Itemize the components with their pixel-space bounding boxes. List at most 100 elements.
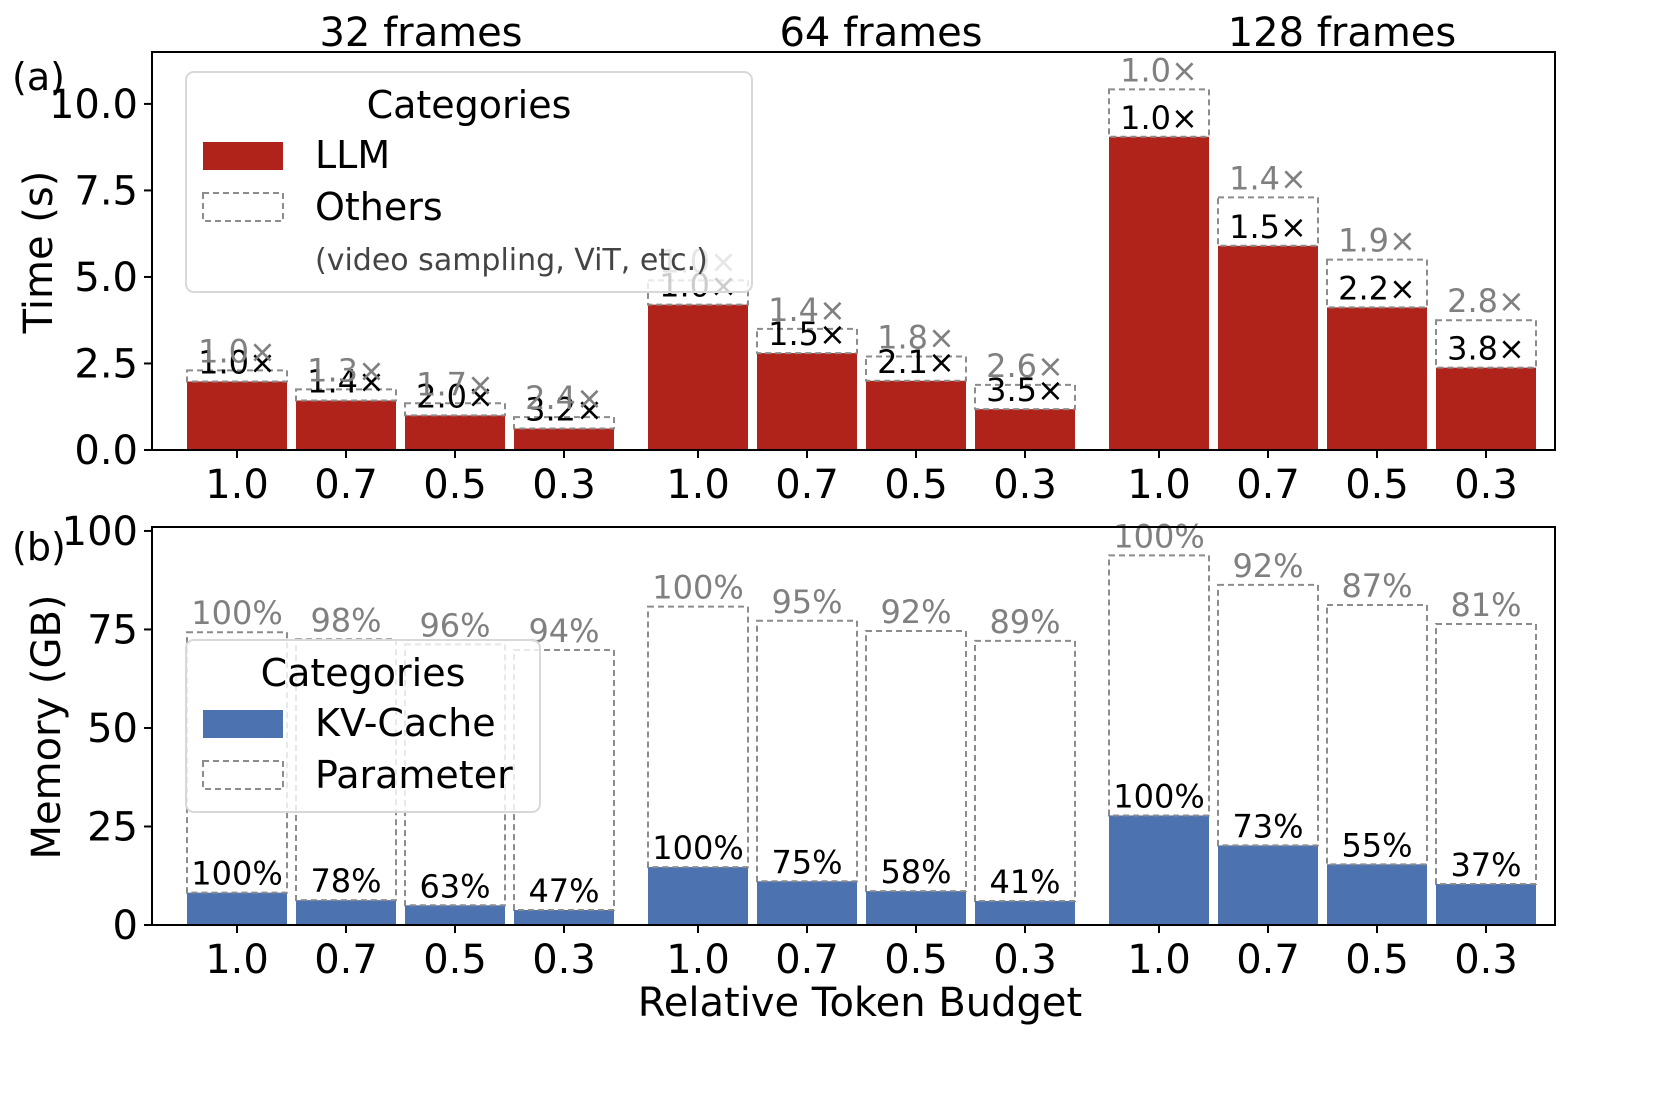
panel-b-g2-b3-others-bar [1435, 622, 1537, 886]
panel-a-g1-b3-bar [975, 409, 1075, 450]
panel-a-ytick-label-2: 5.0 [74, 255, 138, 301]
legend-a-note: (video sampling, ViT, etc.) [315, 243, 708, 278]
panel-b-ytick-label-3: 75 [87, 607, 138, 653]
panel-b-g1-b3-bar [975, 900, 1075, 925]
panel-b-g0-b3-bar [514, 910, 614, 925]
panel-b-xlabel: Relative Token Budget [638, 980, 1082, 1026]
panel-b-g0-b2-xtick-label: 0.5 [423, 937, 487, 983]
panel-b-g2-b1-outer-label: 92% [1232, 547, 1303, 585]
panel-b-g1-b0-xtick-label: 1.0 [666, 937, 730, 983]
panel-b-g0-b0-inner-label: 100% [191, 855, 282, 893]
panel-a-g2-b2-bar [1327, 307, 1427, 450]
panel-a-g0-b3-outer-label: 2.4× [525, 379, 603, 417]
legend-a-entry-llm: LLM [315, 133, 390, 177]
panel-b-g2-b0-others-bar [1108, 554, 1210, 817]
panel-b-ylabel: Memory (GB) [24, 594, 70, 859]
legend-b-entry-param: Parameter [315, 753, 513, 797]
panel-b-g2-b0-inner-label: 100% [1113, 777, 1204, 815]
panel-b-g1-b2-others-bar [865, 630, 967, 893]
panel-a-g2-b2-others-bar [1326, 258, 1428, 309]
panel-a-g1-b2-xtick-label: 0.5 [884, 462, 948, 508]
panel-b-g1-b3-outer-label: 89% [989, 603, 1060, 641]
panel-b-g0-b3-inner-label: 47% [528, 872, 599, 910]
panel-b-ytick-label-2: 50 [87, 706, 138, 752]
panel-b-g0-b1-bar [296, 900, 396, 925]
panel-a-g0-b2-inner-label: 2.0× [416, 377, 494, 415]
panel-b-g1-b1-xtick-label: 0.7 [775, 937, 839, 983]
axes-layer: 1.0 0.7 0.5 0.3 1.0 0.7 0.5 0.3 1.0 0.7 0.5 0.3 0.0 2… [49, 51, 1556, 983]
panel-b-g2-b2-outer-label: 87% [1341, 567, 1412, 605]
panel-b-g2-b2-bar [1327, 864, 1427, 925]
panel-b-ytick-label-0: 0 [113, 903, 138, 949]
legend-a-frame [185, 71, 753, 293]
panel-a-g0-b1-xtick-label: 0.7 [314, 462, 378, 508]
panel-b-g0-b1-inner-label: 78% [310, 862, 381, 900]
panel-a-g2-b1-outer-label: 1.4× [1229, 159, 1307, 197]
panel-b-g1-b3-others-bar [974, 639, 1076, 902]
panel-a-g2-b3-outer-label: 2.8× [1447, 282, 1525, 320]
panel-a-g1-b3-xtick-label: 0.3 [993, 462, 1057, 508]
panel-b-frame [151, 526, 1556, 926]
group-title-128: 128 frames [1228, 10, 1457, 56]
panel-a-g0-b3-bar [514, 428, 614, 450]
legend-b-entry-kv: KV-Cache [315, 701, 496, 745]
panel-a-g0-b3-xtick-label: 0.3 [532, 462, 596, 508]
panel-a-g2-b1-xtick-label: 0.7 [1236, 462, 1300, 508]
panel-b-g2-b2-inner-label: 55% [1341, 826, 1412, 864]
panel-a-g1-b1-bar [757, 353, 857, 450]
panel-b-ytick-label-4: 100 [62, 509, 138, 555]
panel-a-g1-b1-outer-label: 1.4× [768, 291, 846, 329]
panel-a-g2-b0-bar [1109, 136, 1209, 450]
panel-b-g1-b0-bar [648, 867, 748, 925]
panel-a-g1-b1-others-bar [756, 327, 858, 355]
panel-a-g0-b1-bar [296, 400, 396, 450]
panel-b-g0-b1-xtick-label: 0.7 [314, 937, 378, 983]
legend-a-swatch-others [202, 192, 284, 222]
panel-b-g2-b1-others-bar [1217, 583, 1319, 847]
panel-b-g2-b0-bar [1109, 815, 1209, 925]
panel-a-g1-b1-xtick-label: 0.7 [775, 462, 839, 508]
panel-b-g2-b1-xtick-label: 0.7 [1236, 937, 1300, 983]
panel-b-g2-b1-bar [1218, 845, 1318, 925]
panel-b-g1-b1-inner-label: 75% [771, 843, 842, 881]
panel-b-g1-b0-others-bar [647, 605, 749, 869]
panel-b-g1-b2-xtick-label: 0.5 [884, 937, 948, 983]
panel-b-g0-b2-inner-label: 63% [419, 867, 490, 905]
panel-b-g2-b1-inner-label: 73% [1232, 807, 1303, 845]
panel-b-ytick-label-1: 25 [87, 804, 138, 850]
panel-a-g2-b3-inner-label: 3.8× [1447, 330, 1525, 368]
panel-a-g0-b3-others-bar [513, 416, 615, 430]
panel-b-g2-b3-bar [1436, 884, 1536, 925]
panel-a-label: (a) [12, 55, 65, 99]
legend-b-title: Categories [261, 651, 466, 695]
panel-b-g2-b3-inner-label: 37% [1450, 846, 1521, 884]
panel-a-g0-b0-others-bar [186, 369, 288, 383]
panel-a-ytick-label-3: 7.5 [74, 168, 138, 214]
legend-a-title: Categories [367, 83, 572, 127]
panel-a-g2-b3-others-bar [1435, 319, 1537, 369]
panel-a-g1-b0-xtick-label: 1.0 [666, 462, 730, 508]
panel-a-ylabel: Time (s) [16, 171, 62, 335]
panel-b-g2-b2-xtick-label: 0.5 [1345, 937, 1409, 983]
panel-b-g1-b0-inner-label: 100% [652, 829, 743, 867]
panel-b-g0-b0-bar [187, 892, 287, 925]
panel-b-g1-b2-inner-label: 58% [880, 853, 951, 891]
panel-a-g2-b3-xtick-label: 0.3 [1454, 462, 1518, 508]
panel-a-g1-b3-outer-label: 2.6× [986, 347, 1064, 385]
panel-b-g0-b2-bar [405, 905, 505, 925]
panel-a-ytick-label-1: 2.5 [74, 341, 138, 387]
panel-b-g0-b3-outer-label: 94% [528, 612, 599, 650]
panel-b-g0-b0-xtick-label: 1.0 [205, 937, 269, 983]
panel-b-g1-b3-xtick-label: 0.3 [993, 937, 1057, 983]
panel-a-g2-b0-inner-label: 1.0× [1120, 99, 1198, 137]
panel-a-g1-b2-outer-label: 1.8× [877, 319, 955, 357]
panel-a-g2-b0-xtick-label: 1.0 [1127, 462, 1191, 508]
panel-a-g2-b1-inner-label: 1.5× [1229, 208, 1307, 246]
panel-b-g1-b1-others-bar [756, 619, 858, 883]
panel-a-g2-b1-others-bar [1217, 196, 1319, 247]
panel-a-g2-b2-xtick-label: 0.5 [1345, 462, 1409, 508]
panel-b-g2-b2-others-bar [1326, 604, 1428, 866]
panel-b-g0-b1-outer-label: 98% [310, 601, 381, 639]
legend-b-frame [185, 639, 541, 813]
panel-b-label: (b) [12, 525, 66, 569]
